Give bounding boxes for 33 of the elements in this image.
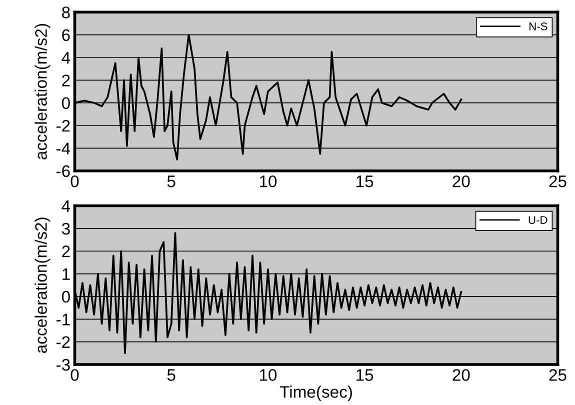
- x-tick-label: 10: [260, 175, 277, 188]
- y-tick-label: 4: [62, 200, 70, 212]
- y-tick-label: 1: [62, 268, 70, 280]
- legend-label: U-D: [528, 216, 548, 224]
- x-tick-label: 20: [452, 175, 470, 188]
- x-tick-label: 10: [260, 369, 277, 381]
- x-tick-label: 0: [70, 175, 79, 188]
- y-tick-label: 0: [62, 97, 70, 110]
- x-tick-label: 25: [549, 175, 566, 188]
- y-tick-label: -2: [56, 120, 70, 132]
- y-tick-label: 4: [62, 52, 70, 64]
- x-tick-label: 5: [167, 176, 176, 188]
- y-tick-label: 0: [62, 290, 70, 303]
- x-tick-label: 20: [452, 369, 470, 381]
- y-tick-label: -2: [56, 336, 70, 348]
- y-tick-label: 2: [62, 246, 70, 258]
- y-tick-label: -4: [56, 142, 70, 154]
- y-axis-title: acceleration(m/s2): [34, 24, 50, 160]
- y-tick-label: -3: [56, 358, 70, 371]
- y-tick-label: -6: [56, 165, 70, 178]
- y-tick-label: 8: [62, 6, 70, 18]
- legend-label: N-S: [530, 22, 548, 30]
- y-tick-label: -1: [56, 314, 70, 326]
- x-axis-title: Time(sec): [280, 386, 352, 402]
- x-tick-label: 25: [549, 369, 566, 381]
- x-tick-label: 0: [70, 369, 79, 381]
- x-tick-label: 15: [356, 369, 374, 381]
- x-tick-label: 5: [167, 369, 176, 381]
- y-tick-label: 6: [62, 29, 70, 42]
- y-axis-title: acceleration(m/s2): [34, 218, 50, 353]
- y-tick-label: 2: [62, 74, 70, 86]
- y-tick-label: 3: [62, 222, 70, 235]
- x-tick-label: 15: [356, 176, 374, 188]
